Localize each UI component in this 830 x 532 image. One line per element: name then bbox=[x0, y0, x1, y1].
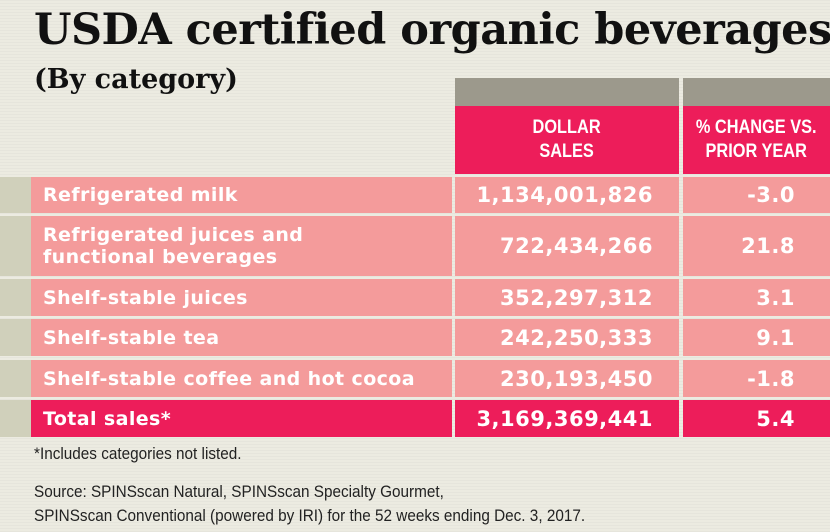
source-line-1: Source: SPINSscan Natural, SPINSscan Spe… bbox=[34, 482, 444, 501]
row-sales-cell: 722,434,266 bbox=[455, 216, 679, 276]
table-row: Refrigerated milk 1,134,001,826 -3.0 bbox=[0, 177, 830, 213]
row-change-cell: -1.8 bbox=[683, 360, 830, 397]
row-sales: 230,193,450 bbox=[500, 366, 653, 391]
table-row: Shelf-stable juices 352,297,312 3.1 bbox=[0, 279, 830, 316]
row-change-cell: 9.1 bbox=[683, 319, 830, 356]
row-sales-cell: 352,297,312 bbox=[455, 279, 679, 316]
header-cap-sales bbox=[455, 78, 679, 106]
total-sales-cell: 3,169,369,441 bbox=[455, 400, 679, 437]
row-label-cell: Refrigerated juices and functional bever… bbox=[31, 216, 452, 276]
header-cap-change bbox=[683, 78, 830, 106]
row-label: Shelf-stable coffee and hot cocoa bbox=[43, 367, 415, 390]
row-change: -3.0 bbox=[747, 183, 795, 207]
row-change-cell: 21.8 bbox=[683, 216, 830, 276]
row-label-cell: Shelf-stable tea bbox=[31, 319, 452, 356]
row-sales-cell: 1,134,001,826 bbox=[455, 177, 679, 213]
row-label: Shelf-stable tea bbox=[43, 326, 220, 349]
row-change-cell: -3.0 bbox=[683, 177, 830, 213]
page-subtitle: (By category) bbox=[34, 64, 238, 95]
row-label-cell: Refrigerated milk bbox=[31, 177, 452, 213]
total-change: 5.4 bbox=[756, 406, 795, 431]
row-label: Shelf-stable juices bbox=[43, 286, 248, 309]
row-tab bbox=[0, 360, 31, 397]
table-row: Shelf-stable tea 242,250,333 9.1 bbox=[0, 319, 830, 356]
row-sales-cell: 230,193,450 bbox=[455, 360, 679, 397]
row-change: 3.1 bbox=[756, 285, 795, 310]
column-header-sales: DOLLAR SALES bbox=[455, 106, 679, 174]
row-sales: 1,134,001,826 bbox=[476, 183, 653, 207]
row-sales: 242,250,333 bbox=[500, 325, 653, 350]
total-label-cell: Total sales* bbox=[31, 400, 452, 437]
source-line-2: SPINSscan Conventional (powered by IRI) … bbox=[34, 506, 586, 525]
row-tab bbox=[0, 400, 31, 437]
page-title: USDA certified organic beverages bbox=[34, 5, 830, 55]
row-change: 21.8 bbox=[741, 234, 795, 258]
row-label-cell: Shelf-stable coffee and hot cocoa bbox=[31, 360, 452, 397]
row-sales: 352,297,312 bbox=[500, 285, 653, 310]
row-sales: 722,434,266 bbox=[500, 234, 653, 258]
footnote: *Includes categories not listed. bbox=[34, 444, 242, 463]
total-change-cell: 5.4 bbox=[683, 400, 830, 437]
row-change: 9.1 bbox=[756, 325, 795, 350]
row-tab bbox=[0, 279, 31, 316]
table-row: Refrigerated juices and functional bever… bbox=[0, 216, 830, 276]
total-row: Total sales* 3,169,369,441 5.4 bbox=[0, 400, 830, 437]
row-label-cell: Shelf-stable juices bbox=[31, 279, 452, 316]
column-header-sales-text: DOLLAR SALES bbox=[532, 117, 602, 162]
row-label: Refrigerated juices and functional bever… bbox=[43, 224, 304, 268]
row-tab bbox=[0, 319, 31, 356]
row-change: -1.8 bbox=[747, 366, 795, 391]
row-label: Refrigerated milk bbox=[43, 184, 238, 206]
total-sales: 3,169,369,441 bbox=[476, 406, 653, 431]
row-tab bbox=[0, 177, 31, 213]
table-row: Shelf-stable coffee and hot cocoa 230,19… bbox=[0, 360, 830, 397]
column-header-change-text: % CHANGE VS. PRIOR YEAR bbox=[696, 117, 817, 162]
row-sales-cell: 242,250,333 bbox=[455, 319, 679, 356]
total-label: Total sales* bbox=[43, 407, 172, 430]
row-tab bbox=[0, 216, 31, 276]
row-change-cell: 3.1 bbox=[683, 279, 830, 316]
column-header-change: % CHANGE VS. PRIOR YEAR bbox=[683, 106, 830, 174]
